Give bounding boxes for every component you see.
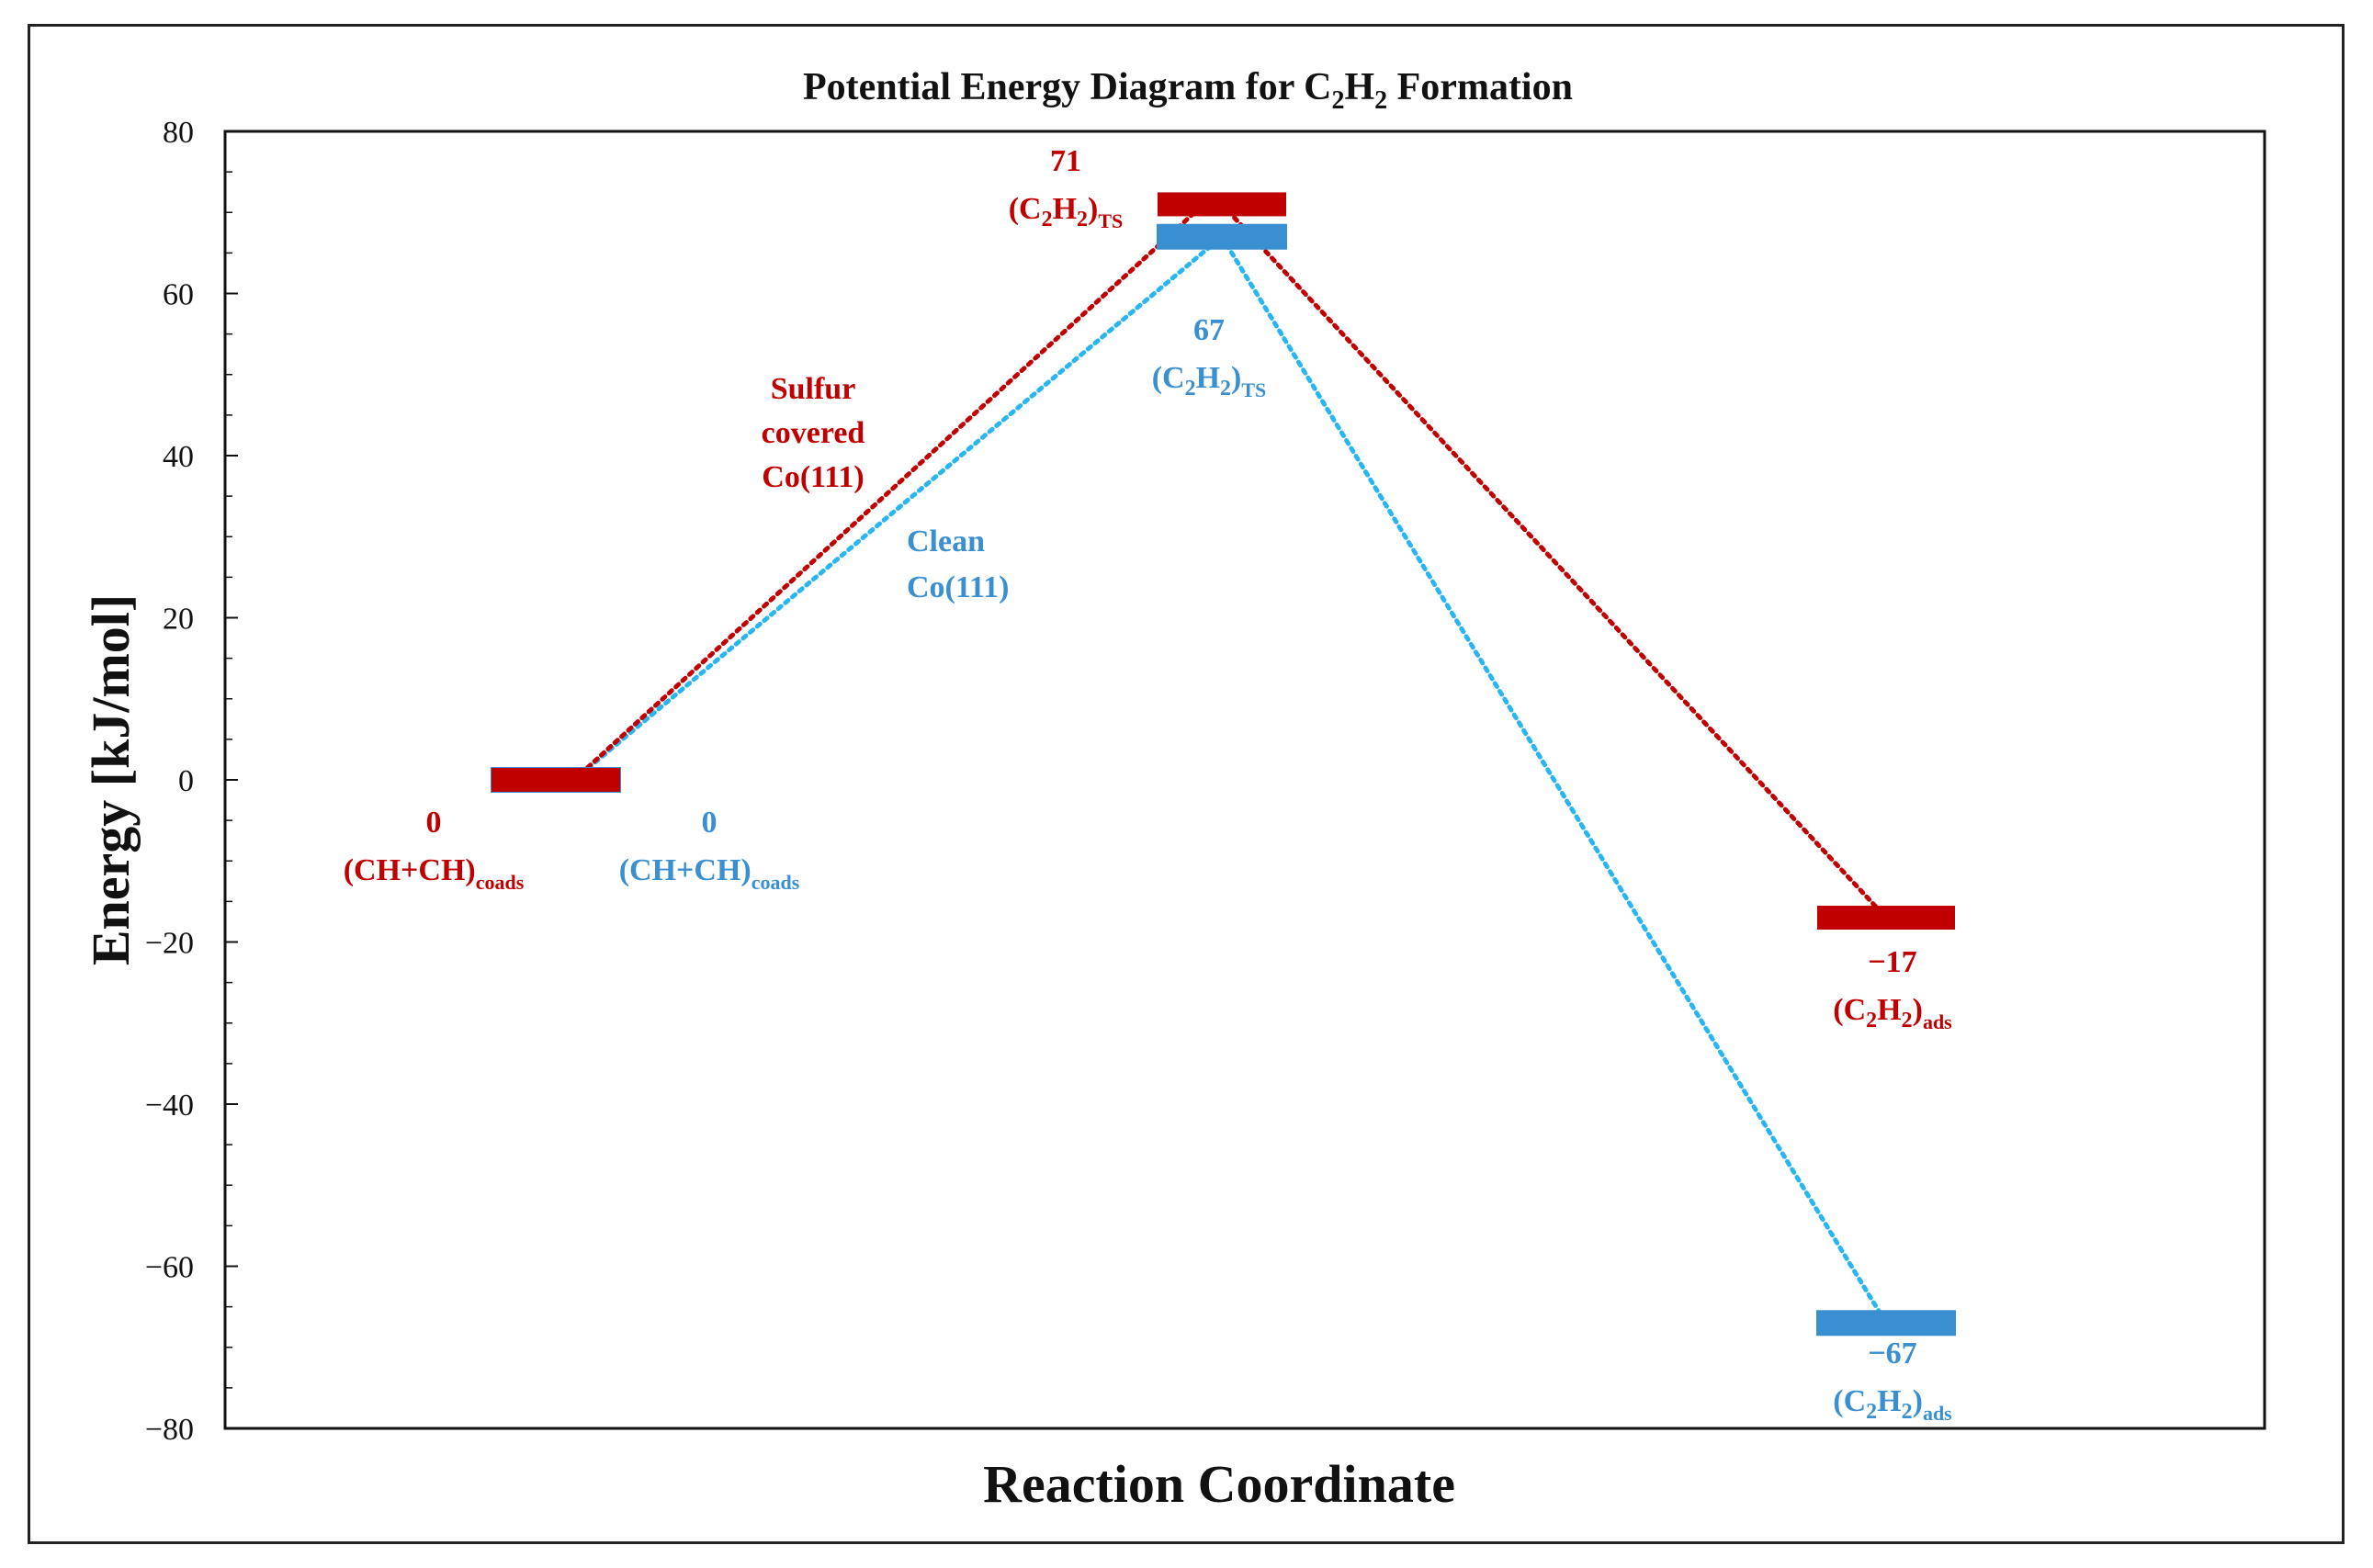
figure-frame (28, 24, 2345, 1544)
state-label-sulfur-0-species: (CH+CH)coads (344, 853, 525, 894)
state-label-clean-1-species: (C2H2)TS (1152, 361, 1267, 401)
chart-title: Potential Energy Diagram for C2H2 Format… (803, 66, 1573, 115)
y-tick-label: −40 (145, 1089, 194, 1122)
level-sulfur-0 (492, 768, 620, 792)
state-label-sulfur-0: 0 (CH+CH)coads (344, 806, 525, 894)
energy-levels (491, 192, 1956, 1337)
y-tick-label: 0 (178, 764, 194, 798)
state-label-sulfur-1-species: (C2H2)TS (1009, 192, 1124, 232)
state-label-clean-2-species: (C2H2)ads (1833, 1384, 1952, 1425)
level-clean-1 (1157, 223, 1287, 250)
y-tick-label: 40 (163, 440, 194, 474)
series-label-sulfur-covered: Sulfur covered Co(111) (762, 372, 865, 494)
connector-sulfur-1 (1219, 201, 1889, 920)
x-axis-title: Reaction Coordinate (983, 1454, 1455, 1514)
state-label-clean-2-value: −67 (1868, 1337, 1916, 1371)
state-label-clean-0: 0 (CH+CH)coads (619, 806, 800, 894)
state-label-sulfur-1-value: 71 (1050, 144, 1081, 178)
state-label-clean-1: 67 (C2H2)TS (1152, 313, 1267, 401)
y-axis-title: Energy [kJ/mol] (81, 594, 141, 965)
y-tick-label: −80 (145, 1413, 194, 1447)
y-tick-label: −60 (145, 1251, 194, 1285)
level-sulfur-2 (1817, 906, 1955, 931)
level-clean-2 (1816, 1310, 1956, 1337)
y-tick-label: 20 (163, 603, 194, 637)
connector-clean-1 (1219, 234, 1889, 1325)
state-label-sulfur-2: −17 (C2H2)ads (1833, 945, 1952, 1033)
series-label-clean: Clean Co(111) (907, 525, 1009, 604)
state-label-clean-1-value: 67 (1193, 313, 1225, 347)
state-label-sulfur-1: 71 (C2H2)TS (1009, 144, 1124, 232)
state-label-clean-0-species: (CH+CH)coads (619, 853, 800, 894)
state-label-clean-2: −67 (C2H2)ads (1833, 1337, 1952, 1425)
y-tick-label: 80 (163, 116, 194, 150)
connector-lines (571, 201, 1889, 1325)
y-tick-label: −20 (145, 927, 194, 961)
state-label-clean-0-value: 0 (702, 806, 718, 840)
y-tick-label: 60 (163, 278, 194, 312)
connector-sulfur-0 (571, 201, 1206, 783)
state-label-sulfur-2-species: (C2H2)ads (1833, 993, 1952, 1033)
level-sulfur-1 (1158, 192, 1286, 217)
state-label-sulfur-0-value: 0 (426, 806, 442, 840)
state-labels: 0 (CH+CH)coads 0 (CH+CH)coads 71 (C2H2)TS 67 (C… (344, 144, 1952, 1425)
y-axis: 80 60 40 20 0 −20 −40 −60 −80 (145, 116, 238, 1447)
connector-clean-0 (571, 234, 1225, 783)
state-label-sulfur-2-value: −17 (1868, 945, 1916, 979)
